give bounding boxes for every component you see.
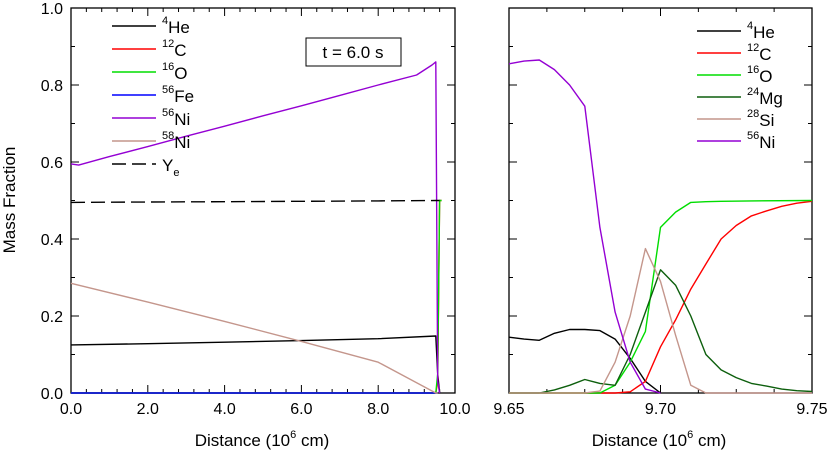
series-line-16o bbox=[509, 199, 813, 394]
legend-label: 58Ni bbox=[162, 130, 190, 152]
x-tick-label: 9.65 bbox=[493, 401, 524, 418]
y-tick-label: 1.0 bbox=[41, 1, 63, 18]
y-tick-label: 0.4 bbox=[41, 232, 63, 249]
legend-mass-number: 4 bbox=[747, 20, 753, 32]
x-tick-label: 0.0 bbox=[60, 401, 82, 418]
legend-mass-number: 16 bbox=[162, 61, 174, 73]
legend-label: 28Si bbox=[747, 108, 774, 130]
legend-label: 56Ni bbox=[162, 107, 190, 129]
legend-subscript: e bbox=[173, 167, 179, 179]
y-axis-label: Mass Fraction bbox=[0, 147, 19, 254]
legend-mass-number: 4 bbox=[162, 15, 168, 27]
legend-element: O bbox=[759, 67, 772, 86]
legend-mass-number: 56 bbox=[162, 84, 174, 96]
legend-mass-number: 58 bbox=[162, 130, 174, 142]
right-ticks: 9.65 9.70 9.75 bbox=[493, 7, 828, 418]
left-xlabel-suffix: cm) bbox=[296, 431, 329, 450]
legend-element: C bbox=[174, 41, 186, 60]
legend-element: He bbox=[753, 23, 775, 42]
x-tick-label: 9.75 bbox=[796, 401, 827, 418]
right-x-axis-label: Distance (106 cm) bbox=[592, 429, 727, 450]
legend-element: He bbox=[168, 18, 190, 37]
legend-label: Ye bbox=[162, 156, 179, 179]
y-tick-label: 0.8 bbox=[41, 78, 63, 95]
left-xlabel-prefix: Distance (10 bbox=[195, 431, 290, 450]
legend-label: 12C bbox=[747, 42, 772, 64]
legend-element: Si bbox=[759, 111, 774, 130]
left-xlabel-sup: 6 bbox=[290, 429, 296, 441]
x-tick-label: 9.70 bbox=[645, 401, 676, 418]
left-series-group bbox=[70, 61, 442, 394]
x-tick-label: 2.0 bbox=[137, 401, 159, 418]
right-xlabel-suffix: cm) bbox=[693, 431, 726, 450]
legend-label: 24Mg bbox=[747, 86, 783, 108]
legend-mass-number: 12 bbox=[162, 38, 174, 50]
left-ticks: 0.0 2.0 4.0 6.0 8.0 10.0 0.0 0.2 0.4 0.6 0.8 1.0 bbox=[41, 1, 471, 418]
legend-label: 16O bbox=[747, 64, 772, 86]
right-xlabel-prefix: Distance (10 bbox=[592, 431, 687, 450]
legend-element: Ni bbox=[759, 133, 775, 152]
legend-label: 4He bbox=[162, 15, 190, 37]
legend-element: Mg bbox=[759, 89, 783, 108]
legend-label: 56Ni bbox=[747, 130, 775, 152]
legend-element: Fe bbox=[174, 87, 194, 106]
x-tick-label: 10.0 bbox=[439, 401, 470, 418]
legend-element: C bbox=[759, 45, 771, 64]
legend-mass-number: 12 bbox=[747, 42, 759, 54]
y-tick-label: 0.6 bbox=[41, 155, 63, 172]
time-annotation: t = 6.0 s bbox=[323, 43, 384, 62]
series-line-24mg bbox=[509, 269, 813, 394]
legend-label: 56Fe bbox=[162, 84, 194, 106]
series-line-58ni bbox=[70, 282, 438, 394]
series-line-56ni bbox=[508, 59, 661, 394]
y-tick-label: 0.0 bbox=[41, 386, 63, 403]
legend-element: Ni bbox=[174, 133, 190, 152]
left-panel: 0.0 2.0 4.0 6.0 8.0 10.0 0.0 0.2 0.4 0.6 0.8 1.0 4H… bbox=[0, 1, 471, 450]
y-tick-label: 0.2 bbox=[41, 309, 63, 326]
legend-mass-number: 16 bbox=[747, 64, 759, 76]
series-line-56ni bbox=[70, 61, 441, 394]
time-annotation-box: t = 6.0 s bbox=[305, 37, 402, 67]
legend-label: 4He bbox=[747, 20, 775, 42]
legend-mass-number: 24 bbox=[747, 86, 759, 98]
right-xlabel-sup: 6 bbox=[687, 429, 693, 441]
left-x-axis-label: Distance (106 cm) bbox=[195, 429, 330, 450]
legend-mass-number: 56 bbox=[747, 130, 759, 142]
x-tick-label: 4.0 bbox=[213, 401, 235, 418]
legend-element: Ni bbox=[174, 110, 190, 129]
legend-element: O bbox=[174, 64, 187, 83]
series-line-4he bbox=[508, 328, 661, 394]
legend-mass-number: 28 bbox=[747, 108, 759, 120]
legend-mass-number: 56 bbox=[162, 107, 174, 119]
series-line-28si bbox=[509, 247, 812, 394]
legend-label: 16O bbox=[162, 61, 187, 83]
legend-element: Y bbox=[162, 156, 173, 175]
legend-label: 12C bbox=[162, 38, 187, 60]
series-line-4he bbox=[70, 335, 441, 394]
time-annotation-frame bbox=[305, 37, 402, 67]
x-tick-label: 8.0 bbox=[367, 401, 389, 418]
series-line-ye bbox=[70, 199, 440, 204]
x-tick-label: 6.0 bbox=[290, 401, 312, 418]
right-series-group bbox=[508, 59, 813, 394]
series-line-12c bbox=[509, 200, 813, 394]
